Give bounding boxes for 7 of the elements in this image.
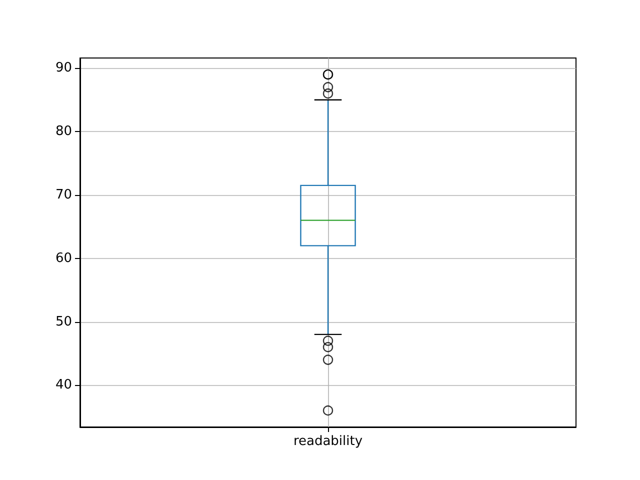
- y-tick-label: 50: [55, 314, 72, 330]
- y-tick-label: 80: [55, 124, 72, 140]
- y-tick-label: 40: [55, 378, 72, 393]
- y-tick-label: 60: [55, 250, 72, 266]
- y-tick-label: 90: [55, 60, 72, 76]
- y-tick-label: 70: [55, 187, 72, 202]
- x-tick-label: readability: [293, 434, 363, 449]
